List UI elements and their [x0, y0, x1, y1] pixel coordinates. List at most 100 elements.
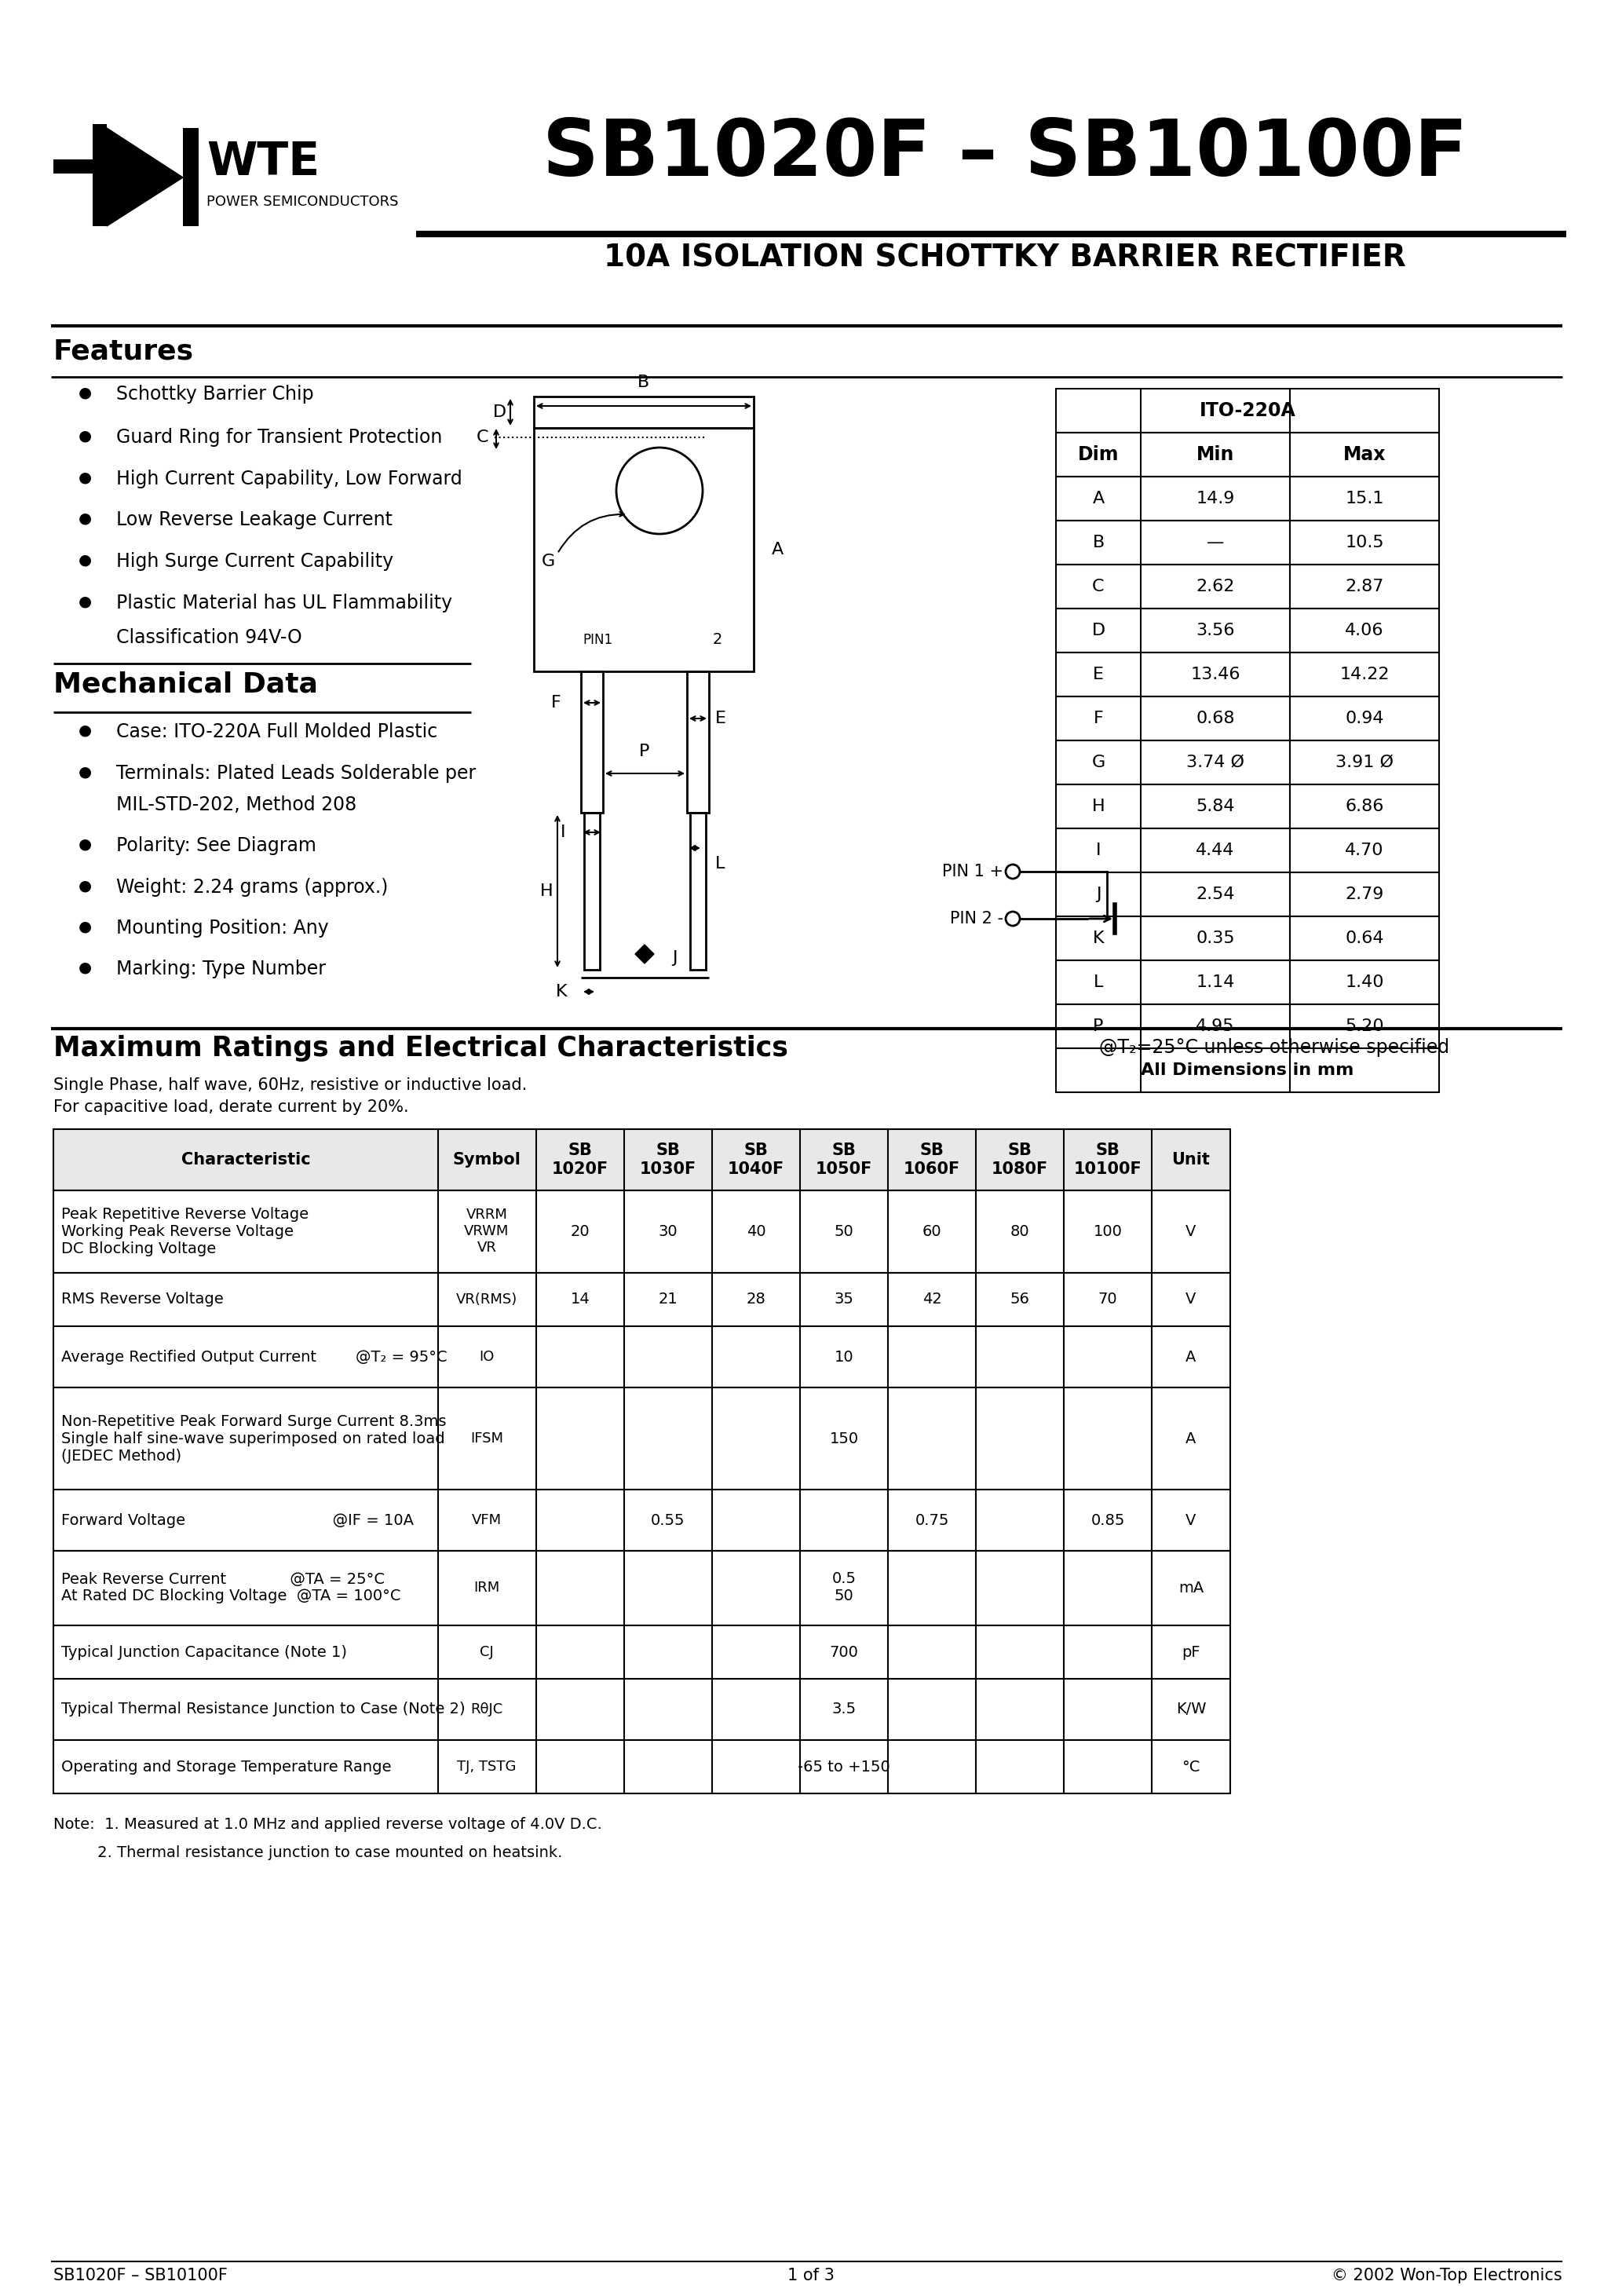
Text: A: A [772, 542, 783, 558]
Text: 0.55: 0.55 [650, 1513, 684, 1527]
Text: @T₂=25°C unless otherwise specified: @T₂=25°C unless otherwise specified [1100, 1038, 1450, 1056]
Text: High Surge Current Capability: High Surge Current Capability [117, 551, 394, 572]
Text: 50: 50 [834, 1224, 853, 1240]
Text: 21: 21 [659, 1293, 678, 1306]
Text: SB
1080F: SB 1080F [991, 1143, 1048, 1178]
Text: Average Rectified Output Current        @T₂ = 95°C: Average Rectified Output Current @T₂ = 9… [62, 1350, 448, 1364]
Bar [54, 1272, 1229, 1327]
Text: Maximum Ratings and Electrical Characteristics: Maximum Ratings and Electrical Character… [54, 1035, 788, 1061]
Text: 5.20: 5.20 [1345, 1019, 1384, 1033]
Bar [54, 1130, 1229, 1189]
Text: Case: ITO-220A Full Molded Plastic: Case: ITO-220A Full Molded Plastic [117, 723, 438, 742]
Text: Dim: Dim [1077, 445, 1119, 464]
Text: Operating and Storage Temperature Range: Operating and Storage Temperature Range [62, 1759, 391, 1775]
Bar [1056, 742, 1439, 785]
Text: ●: ● [78, 960, 92, 974]
Bar [1056, 696, 1439, 742]
Text: Single Phase, half wave, 60Hz, resistive or inductive load.: Single Phase, half wave, 60Hz, resistive… [54, 1077, 527, 1093]
Bar [584, 813, 600, 969]
Text: 0.5
50: 0.5 50 [832, 1573, 856, 1605]
Text: C: C [477, 429, 488, 445]
Text: Max: Max [1343, 445, 1385, 464]
Text: I: I [560, 824, 564, 840]
Text: VR(RMS): VR(RMS) [456, 1293, 517, 1306]
Text: A: A [1186, 1430, 1197, 1446]
Text: P: P [639, 744, 650, 760]
Text: I: I [1096, 843, 1101, 859]
Text: 3.74 Ø: 3.74 Ø [1186, 755, 1244, 769]
Text: 30: 30 [659, 1224, 678, 1240]
Text: PIN 1 +: PIN 1 + [942, 863, 1004, 879]
Text: 1.14: 1.14 [1195, 974, 1234, 990]
Text: ●: ● [78, 471, 92, 484]
Text: 3.56: 3.56 [1195, 622, 1234, 638]
Bar [1056, 1049, 1439, 1093]
Text: SB
10100F: SB 10100F [1074, 1143, 1142, 1178]
Text: 35: 35 [834, 1293, 853, 1306]
Text: Characteristic: Characteristic [182, 1153, 310, 1169]
Text: 10A ISOLATION SCHOTTKY BARRIER RECTIFIER: 10A ISOLATION SCHOTTKY BARRIER RECTIFIER [603, 243, 1406, 273]
Text: 14.22: 14.22 [1340, 666, 1390, 682]
Text: 700: 700 [829, 1644, 858, 1660]
Text: SB
1040F: SB 1040F [728, 1143, 785, 1178]
Bar [92, 124, 107, 225]
Bar [1056, 432, 1439, 478]
Bar [581, 670, 603, 813]
Text: 3.91 Ø: 3.91 Ø [1335, 755, 1393, 769]
Text: D: D [493, 404, 506, 420]
Text: 70: 70 [1098, 1293, 1118, 1306]
Text: L: L [715, 856, 725, 872]
Text: 40: 40 [746, 1224, 766, 1240]
Bar [534, 397, 754, 427]
Text: 3.5: 3.5 [832, 1701, 856, 1717]
Text: IRM: IRM [474, 1580, 500, 1596]
Text: 1 of 3: 1 of 3 [788, 2268, 834, 2285]
Text: J: J [1096, 886, 1101, 902]
Polygon shape [107, 129, 183, 225]
Text: WTE: WTE [206, 140, 320, 184]
Bar [54, 1626, 1229, 1678]
Text: 2.62: 2.62 [1195, 579, 1234, 595]
Text: 2.79: 2.79 [1345, 886, 1384, 902]
Text: V: V [1186, 1513, 1197, 1527]
Text: SB1020F – SB10100F: SB1020F – SB10100F [54, 2268, 227, 2285]
Text: ●: ● [78, 551, 92, 567]
Text: 56: 56 [1011, 1293, 1030, 1306]
Text: E: E [1093, 666, 1105, 682]
Text: SB1020F – SB10100F: SB1020F – SB10100F [542, 117, 1468, 193]
Text: ●: ● [78, 510, 92, 526]
Bar [1056, 829, 1439, 872]
Bar [1056, 785, 1439, 829]
Text: High Current Capability, Low Forward: High Current Capability, Low Forward [117, 471, 462, 489]
Text: 0.68: 0.68 [1195, 712, 1234, 726]
Text: K: K [555, 985, 566, 999]
Bar [1056, 652, 1439, 696]
Bar [54, 1327, 1229, 1387]
Text: Weight: 2.24 grams (approx.): Weight: 2.24 grams (approx.) [117, 877, 388, 898]
Text: Marking: Type Number: Marking: Type Number [117, 960, 326, 978]
Text: H: H [1092, 799, 1105, 815]
Text: IO: IO [478, 1350, 495, 1364]
Text: K: K [1093, 930, 1105, 946]
Bar [1056, 916, 1439, 960]
Text: Mounting Position: Any: Mounting Position: Any [117, 918, 329, 937]
Text: All Dimensions in mm: All Dimensions in mm [1140, 1063, 1354, 1079]
Text: ●: ● [78, 595, 92, 608]
Bar [54, 1740, 1229, 1793]
Text: 2. Thermal resistance junction to case mounted on heatsink.: 2. Thermal resistance junction to case m… [54, 1846, 563, 1860]
Text: 4.44: 4.44 [1195, 843, 1234, 859]
Text: Polarity: See Diagram: Polarity: See Diagram [117, 836, 316, 854]
Text: MIL-STD-202, Method 208: MIL-STD-202, Method 208 [117, 794, 357, 815]
Text: D: D [1092, 622, 1105, 638]
Text: F: F [1093, 712, 1103, 726]
Text: F: F [551, 696, 561, 712]
Text: Non-Repetitive Peak Forward Surge Current 8.3ms
Single half sine-wave superimpos: Non-Repetitive Peak Forward Surge Curren… [62, 1414, 446, 1463]
Text: B: B [1092, 535, 1105, 551]
Text: Guard Ring for Transient Protection: Guard Ring for Transient Protection [117, 427, 443, 448]
Text: ●: ● [78, 386, 92, 400]
Text: Low Reverse Leakage Current: Low Reverse Leakage Current [117, 510, 393, 530]
Text: mA: mA [1178, 1580, 1204, 1596]
Text: Schottky Barrier Chip: Schottky Barrier Chip [117, 386, 313, 404]
Bar [183, 129, 198, 225]
Text: Typical Thermal Resistance Junction to Case (Note 2): Typical Thermal Resistance Junction to C… [62, 1701, 466, 1717]
